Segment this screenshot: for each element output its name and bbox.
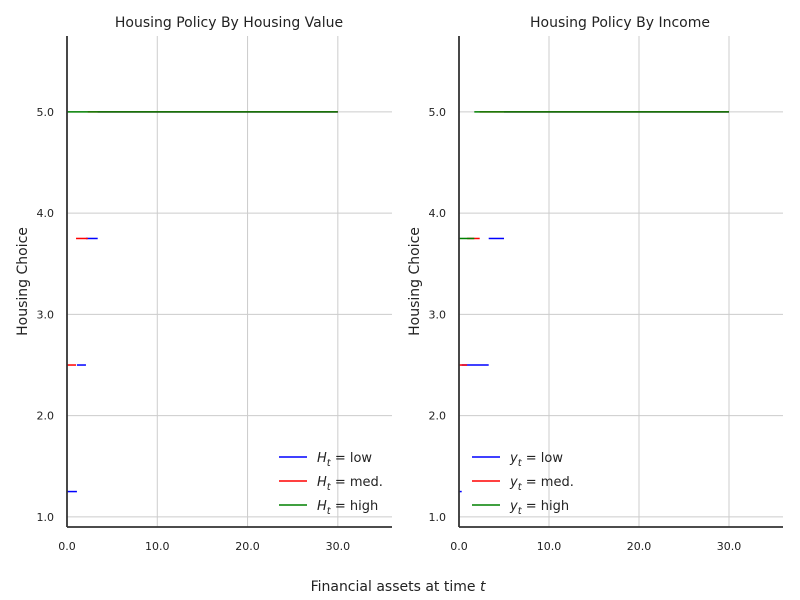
legend-label: yt = med. bbox=[509, 475, 574, 493]
x-axis-label-text: Financial assets at time bbox=[311, 579, 480, 595]
legend-label: Ht = low bbox=[317, 451, 372, 469]
legend-label: Ht = med. bbox=[317, 475, 383, 493]
y-tick-label: 3.0 bbox=[37, 308, 55, 321]
y-tick-label: 5.0 bbox=[429, 106, 447, 119]
y-tick-label: 2.0 bbox=[37, 410, 55, 423]
panel-income: 0.0 10.0 20.0 30.0 1.0 2.0 3.0 4.0 5.0 Housing Po… bbox=[407, 15, 783, 553]
x-tick-label: 10.0 bbox=[537, 540, 562, 553]
legend-label: yt = low bbox=[509, 451, 563, 469]
legend-label: Ht = high bbox=[317, 499, 378, 517]
x-tick-label: 0.0 bbox=[58, 540, 76, 553]
panel-housing-value: 0.0 10.0 20.0 30.0 1.0 2.0 3.0 4.0 5.0 Housing Po… bbox=[15, 15, 392, 553]
x-tick-label: 20.0 bbox=[235, 540, 260, 553]
y-tick-label: 3.0 bbox=[429, 308, 447, 321]
legend-label: yt = high bbox=[509, 499, 569, 517]
y-tick-label: 5.0 bbox=[37, 106, 55, 119]
x-axis-label: Financial assets at time t bbox=[311, 579, 486, 595]
x-tick-label: 30.0 bbox=[717, 540, 742, 553]
x-tick-label: 10.0 bbox=[145, 540, 170, 553]
y-tick-label: 2.0 bbox=[429, 410, 447, 423]
y-tick-label: 4.0 bbox=[37, 207, 55, 220]
x-tick-label: 0.0 bbox=[450, 540, 468, 553]
y-tick-label: 1.0 bbox=[429, 511, 447, 524]
y-tick-label: 1.0 bbox=[37, 511, 55, 524]
y-tick-label: 4.0 bbox=[429, 207, 447, 220]
chart-title: Housing Policy By Housing Value bbox=[115, 15, 343, 31]
y-axis-label: Housing Choice bbox=[407, 227, 423, 336]
x-axis-label-variable: t bbox=[480, 579, 486, 595]
x-tick-label: 20.0 bbox=[627, 540, 652, 553]
x-tick-label: 30.0 bbox=[326, 540, 351, 553]
y-axis-label: Housing Choice bbox=[15, 227, 31, 336]
chart-title: Housing Policy By Income bbox=[530, 15, 710, 31]
